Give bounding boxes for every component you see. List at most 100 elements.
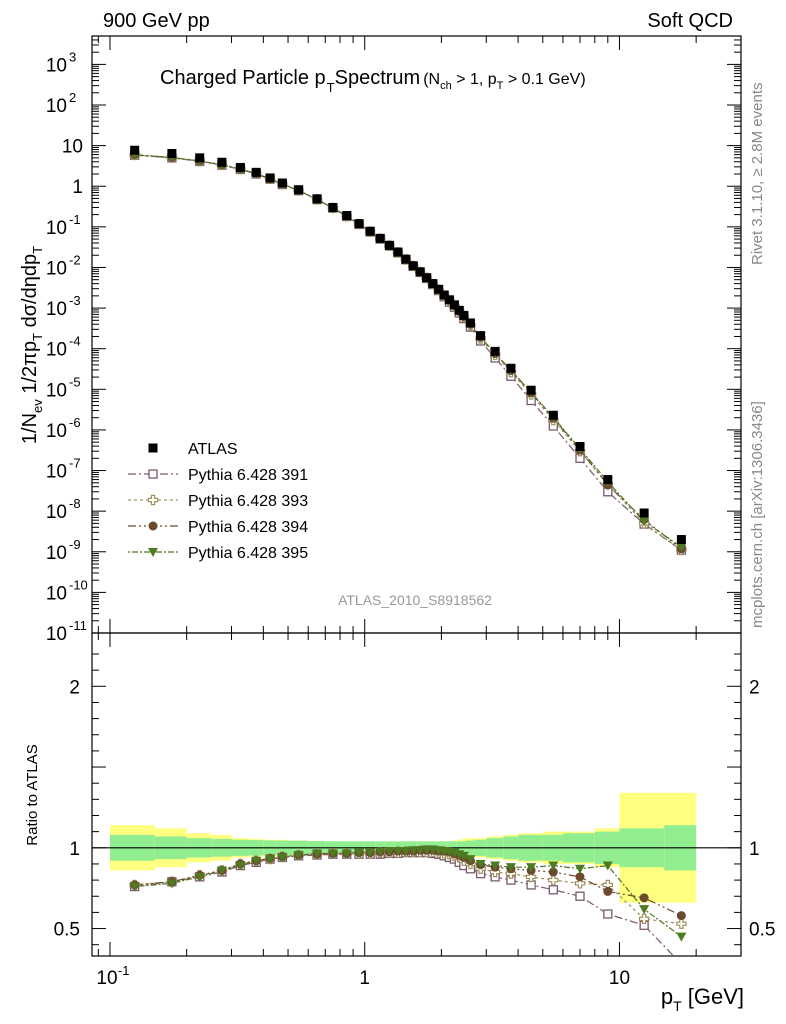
- y-tick-exponent: -11: [69, 618, 87, 633]
- legend-marker: [148, 521, 158, 531]
- ratio-point-filled-triangle-down: [475, 859, 486, 869]
- data-point: [428, 279, 438, 289]
- data-point: [217, 157, 227, 167]
- y-tick-label: 10: [46, 583, 67, 604]
- ratio-point-filled-triangle-down: [505, 863, 516, 873]
- data-point: [434, 284, 444, 294]
- data-point: [575, 442, 585, 452]
- data-point: [439, 290, 449, 300]
- ratio-point-filled-triangle-down: [265, 855, 276, 865]
- ratio-point-filled-triangle-down: [602, 861, 613, 871]
- data-point: [167, 148, 177, 158]
- header-right: Soft QCD: [647, 10, 733, 32]
- main-ylabel: 1/Nev 1/2πpT dσ/dηdpT: [19, 246, 45, 444]
- main-panel-marks: [129, 145, 687, 556]
- ratio-point-open-cross: [638, 913, 650, 925]
- ratio-point-filled-triangle-down: [166, 879, 177, 889]
- header-left: 900 GeV pp: [103, 10, 210, 32]
- data-point: [384, 240, 394, 250]
- ratio-ylabel: Ratio to ATLAS: [24, 744, 41, 845]
- y-tick-exponent: -2: [69, 252, 81, 267]
- series-line-4: [134, 154, 682, 548]
- main-ylabel-part: T: [30, 333, 45, 341]
- data-point: [354, 219, 364, 229]
- legend-marker: [148, 443, 158, 453]
- ratio-y-tick-label: 1: [69, 839, 80, 860]
- legend-label: Pythia 6.428 393: [188, 493, 308, 510]
- ratio-point-filled-triangle-down: [365, 848, 376, 858]
- ratio-point-filled-circle: [548, 867, 558, 877]
- data-point: [251, 167, 261, 177]
- ratio-point-open-cross: [574, 878, 586, 889]
- legend-marker: [148, 548, 158, 557]
- mcplots-label: mcplots.cern.ch [arXiv:1306.3436]: [749, 401, 766, 628]
- x-axis-label-text: pT [GeV]: [661, 984, 744, 1014]
- ratio-point-filled-circle: [575, 872, 585, 882]
- ratio-point-open-square: [526, 880, 536, 890]
- y-tick-exponent: -5: [69, 374, 81, 389]
- y-tick-label: 10: [46, 96, 67, 117]
- y-tick-exponent: 2: [69, 90, 76, 105]
- ratio-bands: [92, 792, 741, 903]
- y-tick-label: 10: [46, 340, 67, 361]
- ratio-point-filled-triangle-down: [194, 872, 205, 882]
- data-point: [328, 202, 338, 212]
- y-tick-label: 10: [46, 462, 67, 483]
- ratio-point-filled-triangle-down: [458, 851, 469, 861]
- ratio-point-filled-circle: [603, 886, 613, 896]
- ratio-point-filled-triangle-down: [293, 851, 304, 861]
- point-filled-triangle-down: [639, 517, 650, 527]
- data-point: [449, 300, 459, 310]
- y-tick-exponent: 3: [69, 49, 76, 64]
- y-tick-exponent: -7: [69, 456, 81, 471]
- ratio-point-open-square: [575, 891, 585, 901]
- main-ylabel-part: ev: [30, 399, 45, 413]
- ratio-panel-marks: [129, 845, 687, 956]
- ratio-y-tick-label: 2: [69, 677, 80, 698]
- y-tick-exponent: -3: [69, 293, 81, 308]
- data-point: [393, 247, 403, 257]
- axes: 10-1110-1010-910-810-710-610-510-410-310…: [46, 35, 775, 989]
- main-ylabel-part: T: [30, 246, 45, 254]
- y-tick-label: 1: [72, 177, 83, 198]
- ratio-point-open-cross: [548, 874, 559, 886]
- ratio-y-tick-label-right: 1: [749, 839, 760, 860]
- ratio-point-filled-circle: [639, 893, 649, 903]
- ratio-point-filled-circle: [676, 911, 686, 921]
- x-tick-label: 10: [609, 968, 630, 989]
- legend-label: Pythia 6.428 395: [188, 545, 308, 562]
- data-point: [548, 410, 558, 420]
- y-tick-label: 10: [46, 502, 67, 523]
- data-point: [235, 162, 245, 172]
- x-axis-label-part: p: [661, 984, 673, 1009]
- data-point: [312, 194, 322, 204]
- rivet-label: Rivet 3.1.10, ≥ 2.8M events: [749, 83, 766, 266]
- data-point: [265, 173, 275, 183]
- y-tick-label: 10: [62, 137, 83, 158]
- ratio-point-filled-triangle-down: [465, 855, 476, 865]
- ratio-point-filled-triangle-down: [216, 866, 227, 876]
- data-point: [294, 185, 304, 195]
- ratio-point-filled-triangle-down: [408, 846, 419, 856]
- ratio-point-filled-triangle-down: [375, 847, 386, 857]
- data-point: [375, 233, 385, 243]
- title-cuts-part: (N: [423, 71, 440, 88]
- ratio-point-filled-triangle-down: [251, 856, 262, 866]
- main-ylabel-part: 1/N: [19, 413, 41, 444]
- ratio-panel-frame: [91, 632, 742, 957]
- ratio-point-open-square: [548, 885, 558, 895]
- watermark: ATLAS_2010_S8918562: [338, 592, 492, 608]
- y-tick-exponent: -4: [69, 334, 81, 349]
- legend-marker: [147, 494, 159, 506]
- main-ylabel-text: 1/Nev 1/2πpT dσ/dηdpT: [19, 246, 45, 444]
- ratio-point-filled-triangle-down: [490, 861, 501, 871]
- data-point: [130, 145, 140, 155]
- data-point: [459, 310, 469, 320]
- data-point: [195, 153, 205, 163]
- legend: ATLAS Pythia 6.428 391 Pythia 6.428 393 Pyt…: [128, 441, 308, 562]
- title-cuts-part: ch: [440, 80, 452, 92]
- title-main: Charged Particle p: [160, 67, 326, 89]
- y-tick-label: 10: [46, 421, 67, 442]
- title-cuts-part: > 1, p: [452, 71, 497, 88]
- ratio-point-filled-triangle-down: [312, 849, 323, 859]
